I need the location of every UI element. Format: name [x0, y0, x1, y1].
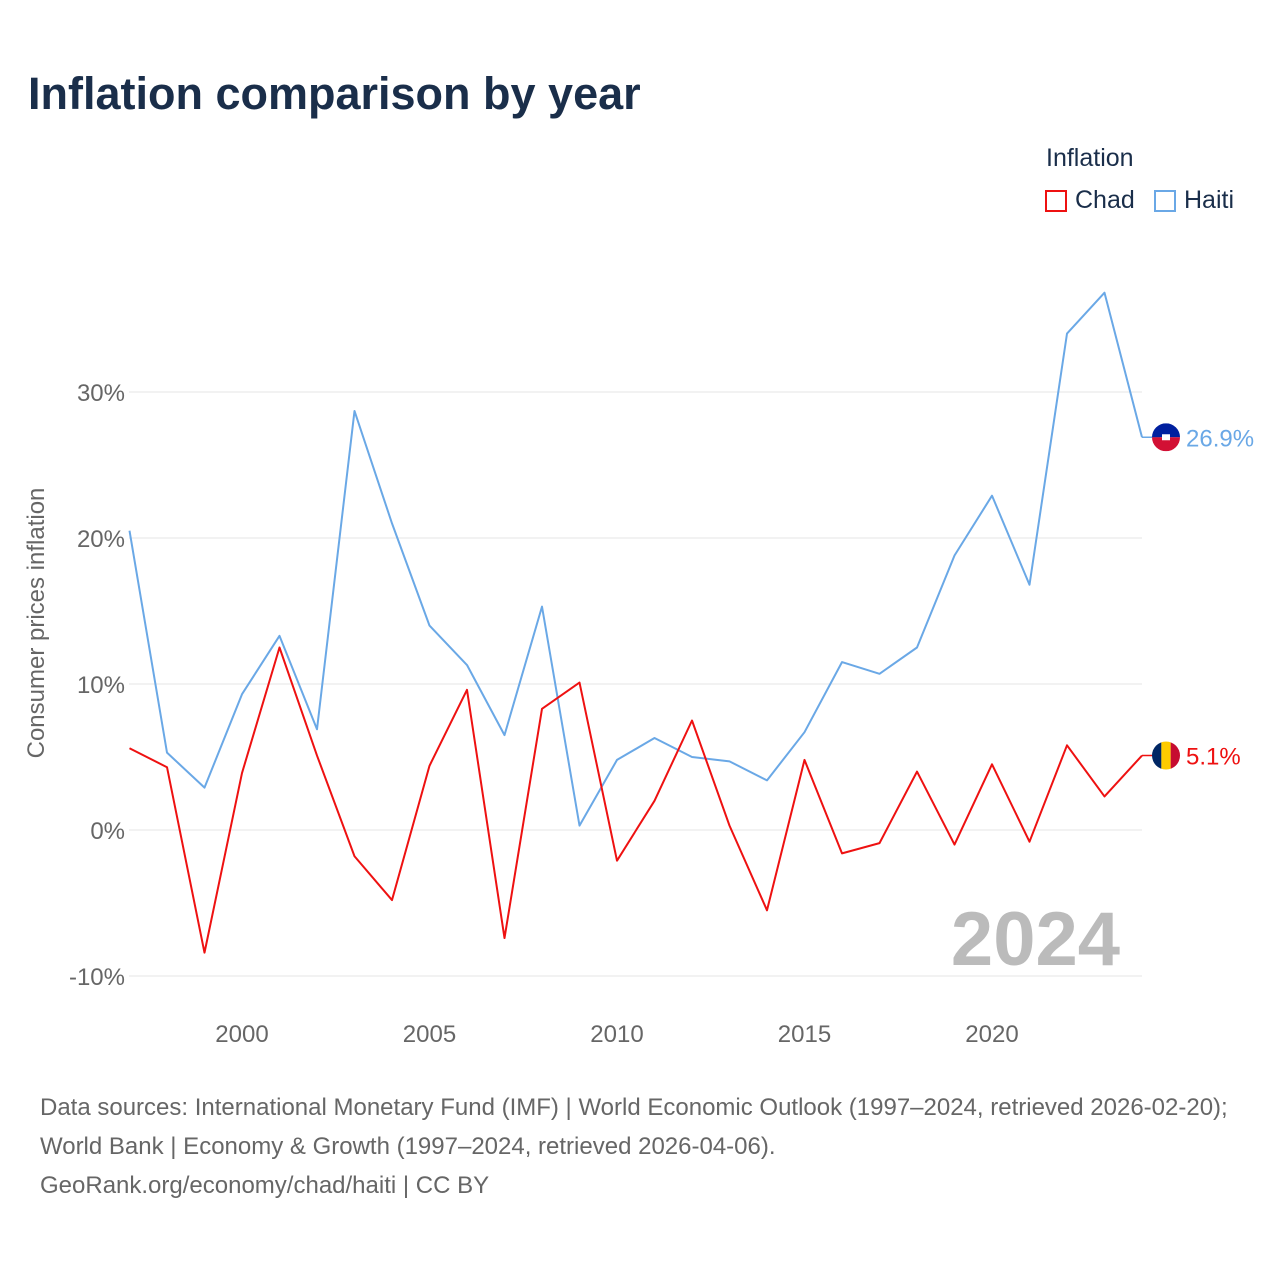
legend-swatch — [1045, 189, 1067, 212]
year-watermark: 2024 — [951, 897, 1120, 982]
legend-item-chad[interactable]: Chad — [1045, 186, 1135, 215]
chart-title: Inflation comparison by year — [28, 68, 641, 119]
source-text: Data sources: International Monetary Fun… — [40, 1094, 1228, 1160]
legend-label: Haiti — [1184, 186, 1235, 214]
source-note: Data sources: International Monetary Fun… — [40, 1088, 1250, 1205]
legend-swatch — [1154, 189, 1176, 212]
legend-label: Chad — [1075, 186, 1135, 214]
haiti-flag-icon — [1152, 423, 1180, 452]
end-value-label-chad: 5.1% — [1186, 744, 1241, 771]
y-tick-label: -10% — [69, 964, 125, 991]
series-line-haiti — [128, 291, 1143, 827]
y-tick-label: 30% — [77, 380, 125, 407]
x-tick-label: 2020 — [965, 1021, 1018, 1048]
legend-item-haiti[interactable]: Haiti — [1154, 186, 1234, 215]
x-tick-label: 2000 — [215, 1021, 268, 1048]
source-link[interactable]: GeoRank.org/economy/chad/haiti | CC BY — [40, 1172, 490, 1199]
y-axis-label: Consumer prices inflation — [23, 488, 50, 759]
x-tick-label: 2005 — [403, 1021, 456, 1048]
end-value-label-haiti: 26.9% — [1186, 425, 1254, 452]
x-tick-label: 2010 — [590, 1021, 643, 1048]
x-tick-label: 2015 — [778, 1021, 831, 1048]
legend-title: Inflation — [1046, 144, 1134, 172]
y-tick-label: 20% — [77, 526, 125, 553]
y-tick-label: 0% — [90, 818, 125, 845]
y-tick-label: 10% — [77, 672, 125, 699]
chad-flag-icon — [1152, 741, 1180, 770]
series-line-chad — [129, 646, 1143, 954]
